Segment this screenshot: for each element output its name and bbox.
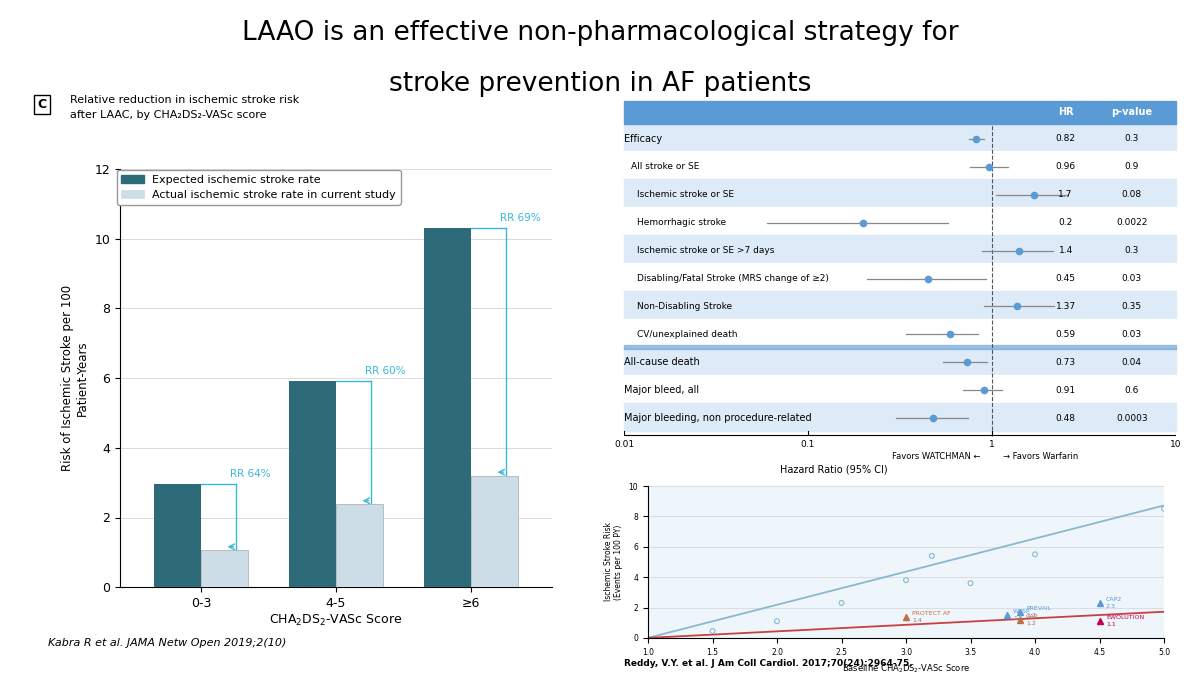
Text: Non-Disabling Stroke: Non-Disabling Stroke — [637, 302, 732, 311]
Text: 2.3: 2.3 — [1106, 604, 1116, 609]
Text: Kabra R et al. JAMA Netw Open 2019;2(10): Kabra R et al. JAMA Netw Open 2019;2(10) — [48, 638, 287, 648]
Text: 0.03: 0.03 — [1122, 274, 1142, 283]
Bar — [624, 235, 1176, 263]
Y-axis label: Risk of Ischemic Stroke per 100
Patient-Years: Risk of Ischemic Stroke per 100 Patient-… — [61, 285, 89, 471]
Bar — [624, 207, 1176, 235]
Bar — [470, 476, 518, 587]
Text: after LAAC, by CHA₂DS₂-VASc score: after LAAC, by CHA₂DS₂-VASc score — [70, 110, 266, 119]
Text: Reddy, V.Y. et al. J Am Coll Cardiol. 2017;70(24):2964-75.: Reddy, V.Y. et al. J Am Coll Cardiol. 20… — [624, 659, 913, 668]
Text: 0.03: 0.03 — [1122, 330, 1142, 339]
Text: Relative reduction in ischemic stroke risk: Relative reduction in ischemic stroke ri… — [70, 95, 299, 105]
Text: 0.04: 0.04 — [1122, 358, 1142, 367]
Point — [961, 578, 980, 589]
Text: CAP: CAP — [1026, 614, 1038, 618]
Text: RR 69%: RR 69% — [499, 213, 540, 223]
Text: 0.01: 0.01 — [614, 440, 634, 450]
Bar — [624, 124, 1176, 151]
Text: RR 64%: RR 64% — [229, 469, 270, 479]
Text: 1: 1 — [989, 440, 995, 450]
Bar — [336, 504, 383, 587]
Text: 1.37: 1.37 — [1056, 302, 1075, 311]
Bar — [624, 291, 1176, 319]
Text: stroke prevention in AF patients: stroke prevention in AF patients — [389, 71, 811, 97]
Text: EWOLUTION: EWOLUTION — [1106, 615, 1144, 620]
Text: C: C — [37, 98, 47, 111]
Text: 1.5: 1.5 — [1013, 616, 1022, 621]
Text: Disabling/Fatal Stroke (MRS change of ≥2): Disabling/Fatal Stroke (MRS change of ≥2… — [637, 274, 829, 283]
Text: Ischemic stroke or SE: Ischemic stroke or SE — [637, 190, 734, 199]
Text: PROTECT AF: PROTECT AF — [912, 611, 952, 616]
Bar — [624, 319, 1176, 347]
Y-axis label: Ischemic Stroke Risk
(Events per 100 PY): Ischemic Stroke Risk (Events per 100 PY) — [604, 522, 623, 601]
Text: 1.2: 1.2 — [1026, 621, 1036, 626]
Bar — [624, 151, 1176, 180]
Legend: Expected ischemic stroke rate, Actual ischemic stroke rate in current study: Expected ischemic stroke rate, Actual is… — [116, 170, 401, 205]
Text: 0.73: 0.73 — [1056, 358, 1075, 367]
Bar — [624, 101, 1176, 124]
Point — [1154, 504, 1174, 514]
Text: Hemorrhagic stroke: Hemorrhagic stroke — [637, 218, 726, 227]
Point — [1025, 549, 1044, 560]
Text: 0.3: 0.3 — [1124, 134, 1139, 143]
Text: Efficacy: Efficacy — [624, 134, 662, 144]
Text: 0.6: 0.6 — [1124, 385, 1139, 395]
Bar — [624, 375, 1176, 403]
Text: 0.82: 0.82 — [1056, 134, 1075, 143]
Text: Major bleed, all: Major bleed, all — [624, 385, 700, 395]
Point — [768, 616, 787, 626]
Point — [896, 574, 916, 585]
Text: Ischemic stroke or SE >7 days: Ischemic stroke or SE >7 days — [637, 246, 775, 255]
Text: CV/unexplained death: CV/unexplained death — [637, 330, 738, 339]
Text: 0.1: 0.1 — [800, 440, 815, 450]
Text: RR 60%: RR 60% — [365, 367, 406, 376]
Text: 0.96: 0.96 — [1056, 163, 1075, 171]
Text: 0.9: 0.9 — [1124, 163, 1139, 171]
Text: 0.48: 0.48 — [1056, 414, 1075, 423]
Text: p-value: p-value — [1111, 107, 1152, 117]
Text: 0.2: 0.2 — [1058, 218, 1073, 227]
Text: 0.91: 0.91 — [1056, 385, 1075, 395]
Text: 1.1: 1.1 — [1106, 622, 1116, 627]
Text: PREVAIL: PREVAIL — [1026, 606, 1051, 611]
Point — [832, 597, 851, 608]
Text: Favors WATCHMAN ←: Favors WATCHMAN ← — [893, 452, 980, 460]
Text: 0.45: 0.45 — [1056, 274, 1075, 283]
Bar — [624, 347, 1176, 375]
Text: 1.4: 1.4 — [1058, 246, 1073, 255]
Text: 0.35: 0.35 — [1122, 302, 1142, 311]
Bar — [289, 381, 336, 587]
Bar — [424, 228, 470, 587]
Bar — [624, 345, 1176, 349]
Text: Hazard Ratio (95% CI): Hazard Ratio (95% CI) — [780, 464, 888, 474]
Text: 0.0003: 0.0003 — [1116, 414, 1147, 423]
Text: Major bleeding, non procedure-related: Major bleeding, non procedure-related — [624, 413, 811, 423]
Text: 0.3: 0.3 — [1124, 246, 1139, 255]
Bar — [202, 550, 248, 587]
Text: 10: 10 — [1170, 440, 1182, 450]
Text: All-cause death: All-cause death — [624, 357, 700, 367]
Text: CHA$_2$DS$_2$-VASc Score: CHA$_2$DS$_2$-VASc Score — [269, 613, 403, 628]
Text: 1.7: 1.7 — [1026, 613, 1036, 618]
Point — [922, 550, 941, 561]
Text: → Favors Warfarin: → Favors Warfarin — [1003, 452, 1079, 460]
Point — [703, 626, 722, 637]
Bar — [624, 403, 1176, 431]
Text: 0.59: 0.59 — [1056, 330, 1075, 339]
Text: 0.0022: 0.0022 — [1116, 218, 1147, 227]
Text: 1.7: 1.7 — [1058, 190, 1073, 199]
Bar — [624, 263, 1176, 291]
Text: All stroke or SE: All stroke or SE — [631, 163, 698, 171]
Text: WASP: WASP — [1013, 609, 1031, 614]
X-axis label: Baseline CHA$_2$DS$_2$-VASc Score: Baseline CHA$_2$DS$_2$-VASc Score — [842, 662, 970, 674]
Text: LAAO is an effective non-pharmacological strategy for: LAAO is an effective non-pharmacological… — [241, 20, 959, 47]
Bar — [624, 180, 1176, 207]
Text: HR: HR — [1057, 107, 1074, 117]
Text: CAP2: CAP2 — [1106, 597, 1122, 602]
Text: 1.4: 1.4 — [912, 618, 923, 622]
Bar — [154, 485, 202, 587]
Text: 0.08: 0.08 — [1122, 190, 1142, 199]
